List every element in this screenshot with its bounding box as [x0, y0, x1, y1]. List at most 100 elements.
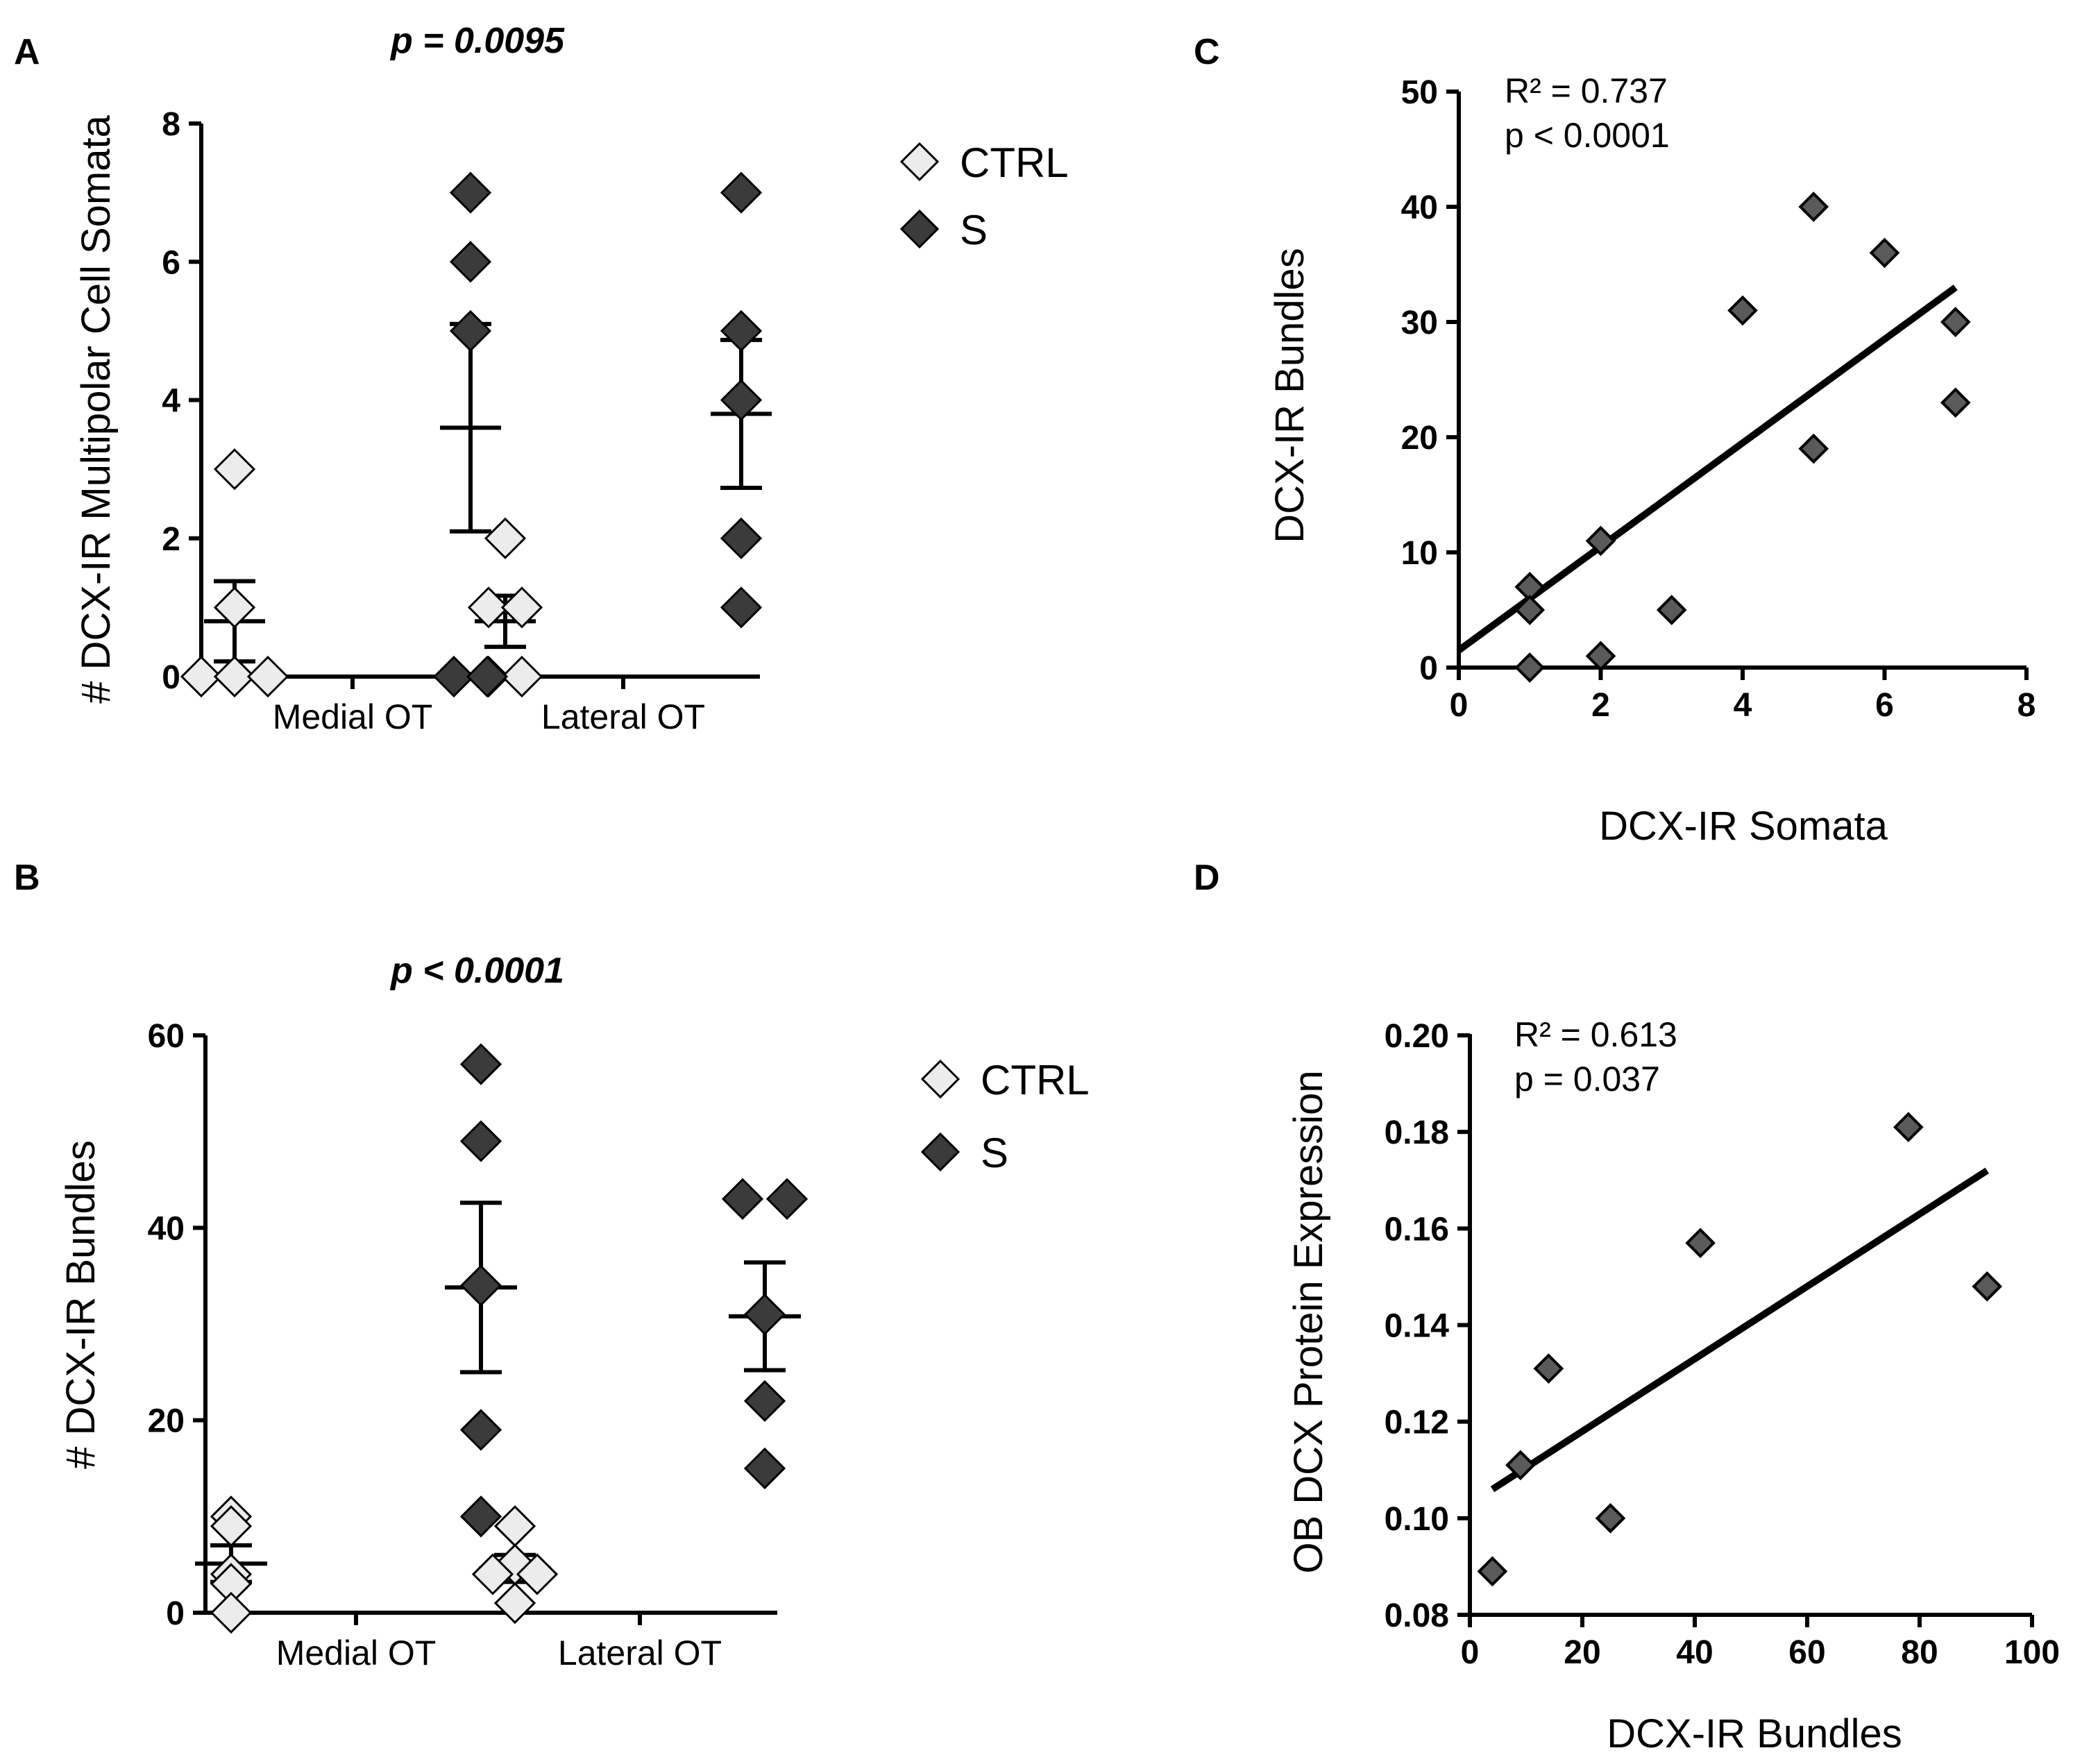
s-point: [720, 171, 763, 214]
y-tick-label: 50: [1401, 74, 1438, 111]
data-point: [1940, 387, 1971, 418]
panel-letter-d: D: [1194, 858, 1220, 898]
data-point: [1893, 1112, 1924, 1143]
y-tick-label: 0: [162, 659, 180, 696]
y-tick-label: 6: [162, 244, 180, 281]
y-tick-label: 8: [162, 106, 180, 143]
panel-d-x-axis-title: DCX-IR Bundles: [1607, 1711, 1902, 1756]
x-tick-label: 2: [1591, 687, 1610, 724]
ctrl-point: [493, 1505, 536, 1547]
panel-letter-b: B: [14, 858, 40, 898]
panel-b-y-axis-title: # DCX-IR Bundles: [58, 1140, 103, 1469]
y-tick-label: 40: [148, 1210, 185, 1247]
category-label: Medial OT: [276, 1634, 437, 1672]
y-tick-label: 40: [1401, 189, 1438, 226]
y-tick-label: 0.10: [1385, 1501, 1449, 1538]
x-tick-label: 6: [1875, 687, 1894, 724]
ctrl-point: [213, 448, 256, 491]
panel-b: B p < 0.0001 # DCX-IR Bundles 0 20 40 60 Me…: [14, 858, 1090, 1672]
data-point: [1656, 595, 1687, 625]
s-point: [459, 1495, 502, 1538]
x-tick-label: 8: [2017, 687, 2036, 724]
panel-a: A p = 0.0095 # DCX-IR Multipolar Cell So…: [14, 21, 1069, 736]
legend-label-s: S: [981, 1130, 1008, 1176]
data-point: [1972, 1271, 2003, 1302]
s-point: [720, 309, 763, 352]
s-point: [765, 1178, 809, 1220]
legend-label-ctrl: CTRL: [960, 139, 1069, 186]
ctrl-point: [246, 655, 289, 698]
data-point: [1727, 295, 1758, 326]
s-point: [432, 655, 475, 698]
panel-b-p-value: p < 0.0001: [389, 951, 564, 991]
s-point: [720, 379, 763, 421]
x-tick-label: 80: [1901, 1634, 1938, 1671]
y-tick-label: 2: [162, 521, 180, 558]
x-tick-label: 20: [1564, 1634, 1600, 1671]
legend-marker-ctrl: [899, 142, 940, 182]
s-point: [459, 1043, 502, 1085]
y-tick-label: 0.16: [1385, 1211, 1449, 1248]
panel-c-x-axis-title: DCX-IR Somata: [1599, 804, 1888, 849]
s-point: [459, 1409, 502, 1451]
x-tick-label: 100: [2004, 1634, 2060, 1671]
data-point: [1514, 652, 1546, 683]
panel-c-y-axis-title: DCX-IR Bundles: [1267, 248, 1312, 543]
data-point: [1798, 192, 1829, 222]
panel-d-r-squared: R² = 0.613: [1514, 1015, 1677, 1054]
panel-d-y-axis-title: OB DCX Protein Expression: [1286, 1070, 1331, 1573]
ctrl-point: [493, 1582, 536, 1625]
x-tick-label: 0: [1461, 1634, 1480, 1671]
y-tick-label: 4: [162, 383, 180, 420]
y-tick-label: 0.12: [1385, 1405, 1449, 1441]
category-label: Medial OT: [273, 697, 433, 736]
regression-line: [1490, 1167, 1989, 1493]
s-point: [743, 1380, 786, 1423]
data-point: [1514, 595, 1546, 625]
y-tick-label: 30: [1401, 305, 1438, 341]
y-tick-label: 20: [148, 1403, 185, 1440]
data-point: [1533, 1353, 1564, 1384]
ctrl-point: [500, 655, 543, 698]
ctrl-point: [213, 655, 256, 698]
y-tick-label: 0: [166, 1595, 185, 1632]
data-point: [1798, 433, 1829, 464]
panel-d-p-value: p = 0.037: [1514, 1060, 1660, 1099]
panel-c: C DCX-IR Bundles DCX-IR Somata R² = 0.73…: [1194, 32, 2036, 849]
category-label: Lateral OT: [558, 1634, 722, 1672]
y-tick-label: 0: [1419, 650, 1438, 687]
panel-letter-a: A: [14, 32, 40, 72]
panel-d: D OB DCX Protein Expression DCX-IR Bundl…: [1194, 858, 2060, 1756]
s-point: [720, 586, 763, 629]
data-point: [1505, 1450, 1536, 1481]
y-tick-label: 0.18: [1385, 1114, 1449, 1151]
y-tick-label: 0.08: [1385, 1597, 1449, 1634]
s-point: [449, 241, 492, 283]
s-point: [459, 1264, 502, 1307]
y-tick-label: 0.14: [1385, 1308, 1450, 1345]
s-point: [743, 1447, 786, 1490]
panel-a-p-value: p = 0.0095: [389, 21, 565, 61]
ctrl-point: [467, 586, 510, 629]
data-point: [1585, 525, 1616, 557]
ctrl-point: [213, 586, 256, 629]
y-tick-label: 0.20: [1385, 1018, 1449, 1055]
legend-marker-s: [920, 1132, 960, 1172]
legend-marker-s: [899, 209, 940, 249]
ctrl-point: [210, 1591, 253, 1634]
x-tick-label: 40: [1676, 1634, 1713, 1671]
panel-letter-c: C: [1194, 32, 1220, 72]
s-point: [743, 1294, 786, 1336]
y-tick-label: 60: [148, 1018, 185, 1055]
y-tick-label: 20: [1401, 420, 1438, 457]
s-point: [721, 1178, 764, 1220]
s-point: [720, 517, 763, 559]
legend-label-s: S: [960, 207, 988, 253]
ctrl-point: [500, 586, 543, 629]
s-point: [459, 1120, 502, 1162]
s-point: [466, 655, 509, 698]
data-point: [1685, 1228, 1716, 1259]
y-tick-label: 10: [1401, 535, 1438, 572]
panel-c-r-squared: R² = 0.737: [1505, 71, 1668, 110]
